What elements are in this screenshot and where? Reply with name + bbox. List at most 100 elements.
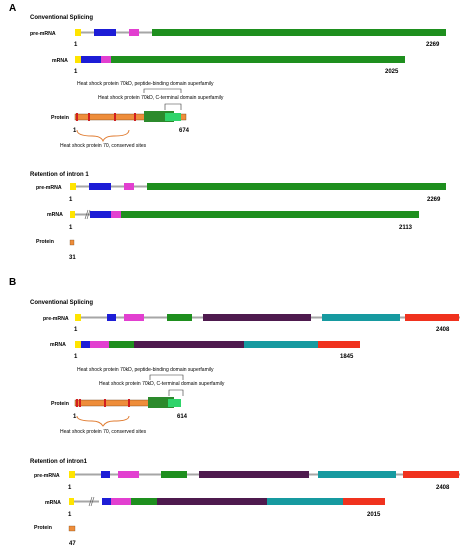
panel-b-ret-mrna-end: 2015: [367, 512, 381, 518]
exon-red: [343, 498, 385, 505]
exon-blue: [81, 341, 90, 348]
conserved-site: [79, 399, 81, 407]
domain-peptide-binding: [144, 111, 174, 122]
panel-b-ret-protein-end: 47: [69, 541, 76, 547]
exon-green: [111, 56, 405, 63]
exon-purple: [203, 314, 311, 321]
panel-a-premrna-track: [75, 29, 446, 36]
exon-teal: [322, 314, 400, 321]
panel-a-protein-start: 1: [73, 128, 77, 134]
protein-body: [74, 113, 187, 121]
panel-b-protein-start: 1: [73, 414, 77, 420]
exon-green: [109, 341, 134, 348]
panel-b-ret-mrna-start: 1: [68, 512, 72, 518]
panel-a-ret-premrna-start: 1: [69, 197, 73, 203]
exon-magenta: [111, 211, 121, 218]
panel-a-pbd-bracket: [143, 88, 182, 93]
panel-b-mrna-label: mRNA: [50, 342, 66, 348]
panel-b-retention-title: Retention of intron1: [30, 459, 88, 465]
exon-magenta: [124, 314, 144, 321]
panel-a-annotation-conserved: Heat shock protein 70, conserved sites: [60, 143, 147, 149]
exon-blue: [90, 211, 111, 218]
panel-b-ret-mrna-label: mRNA: [45, 500, 61, 506]
panel-a-conserved-brace: [76, 129, 130, 143]
panel-a-annotation-cterm: Heat shock protein 70kD, C-terminal doma…: [98, 95, 224, 101]
exon-blue: [94, 29, 116, 36]
panel-a-ret-mrna-track: [70, 209, 419, 220]
panel-b-ret-protein-label: Protein: [34, 525, 52, 531]
domain-peptide-binding: [148, 397, 174, 408]
panel-b-ret-premrna-label: pre-mRNA: [34, 473, 60, 479]
panel-b-cterm-bracket: [168, 389, 184, 396]
panel-b-protein-track: [74, 397, 181, 408]
panel-b-mrna-end: 1845: [340, 354, 354, 360]
panel-b-premrna-start: 1: [74, 327, 78, 333]
panel-b-pbd-bracket: [149, 374, 184, 380]
exon-blue: [89, 183, 111, 190]
panel-a-ret-premrna-end: 2269: [427, 197, 441, 203]
panel-a-retention-title: Retention of intron 1: [30, 172, 89, 178]
panel-a-ret-mrna-start: 1: [69, 225, 73, 231]
exon-purple: [157, 498, 267, 505]
conserved-site: [76, 399, 78, 407]
exon-magenta: [90, 341, 109, 348]
exon-magenta: [111, 498, 131, 505]
panel-a-ret-premrna-label: pre-mRNA: [36, 185, 62, 191]
axis-break: [88, 496, 93, 507]
exon-purple: [134, 341, 244, 348]
exon-blue: [101, 471, 110, 478]
exon-magenta: [101, 56, 111, 63]
panel-a-premrna-start: 1: [74, 42, 78, 48]
conserved-site: [128, 399, 130, 407]
panel-a-conventional-title: Conventional Splicing: [30, 15, 93, 21]
exon-red: [403, 471, 459, 478]
panel-a-premrna-label: pre-mRNA: [30, 31, 56, 37]
panel-b-premrna-end: 2408: [436, 327, 450, 333]
exon-green: [152, 29, 446, 36]
exon-magenta: [129, 29, 139, 36]
panel-a-premrna-end: 2269: [426, 42, 440, 48]
panel-b-premrna-label: pre-mRNA: [43, 316, 69, 322]
exon-red: [405, 314, 459, 321]
panel-b-mrna-start: 1: [74, 354, 78, 360]
exon-green: [161, 471, 187, 478]
panel-b-annotation-conserved: Heat shock protein 70, conserved sites: [60, 429, 147, 435]
conserved-site: [134, 113, 136, 121]
retained-intron: [69, 500, 99, 503]
panel-a-protein-track: [74, 111, 187, 122]
panel-a-protein-end: 674: [179, 128, 190, 134]
exon-green: [147, 183, 446, 190]
panel-a-cterm-bracket: [164, 103, 182, 110]
panel-a-mrna-label: mRNA: [52, 58, 68, 64]
panel-a-ret-mrna-label: mRNA: [47, 212, 63, 218]
exon-utr5: [75, 314, 81, 321]
panel-b-ret-premrna-end: 2408: [436, 485, 450, 491]
axis-break: [84, 209, 89, 220]
exon-blue: [81, 56, 101, 63]
panel-a-ret-protein-label: Protein: [36, 239, 54, 245]
panel-b-label: B: [9, 277, 16, 288]
panel-b-ret-premrna-start: 1: [68, 485, 72, 491]
exon-teal: [267, 498, 343, 505]
conserved-site: [76, 113, 78, 121]
exon-teal: [244, 341, 318, 348]
domain-c-terminal: [165, 113, 181, 121]
exon-blue: [102, 498, 111, 505]
exon-blue: [107, 314, 116, 321]
exon-red: [318, 341, 360, 348]
exon-utr5: [69, 471, 75, 478]
exon-magenta: [118, 471, 139, 478]
retained-intron: [70, 213, 90, 216]
exon-utr5: [75, 341, 81, 348]
panel-a-ret-premrna-track: [70, 183, 446, 190]
domain-c-terminal: [168, 399, 181, 407]
panel-b-mrna-track: [75, 341, 360, 348]
panel-b-premrna-track: [75, 314, 460, 321]
panel-b-annotation-pbd: Heat shock protein 70kD, peptide-binding…: [77, 367, 214, 373]
panel-b-annotation-cterm: Heat shock protein 70kD, C-terminal doma…: [99, 381, 225, 387]
panel-a-truncated-protein: [69, 239, 75, 246]
exon-green: [121, 211, 419, 218]
panel-b-conserved-brace: [76, 415, 130, 427]
exon-magenta: [124, 183, 134, 190]
